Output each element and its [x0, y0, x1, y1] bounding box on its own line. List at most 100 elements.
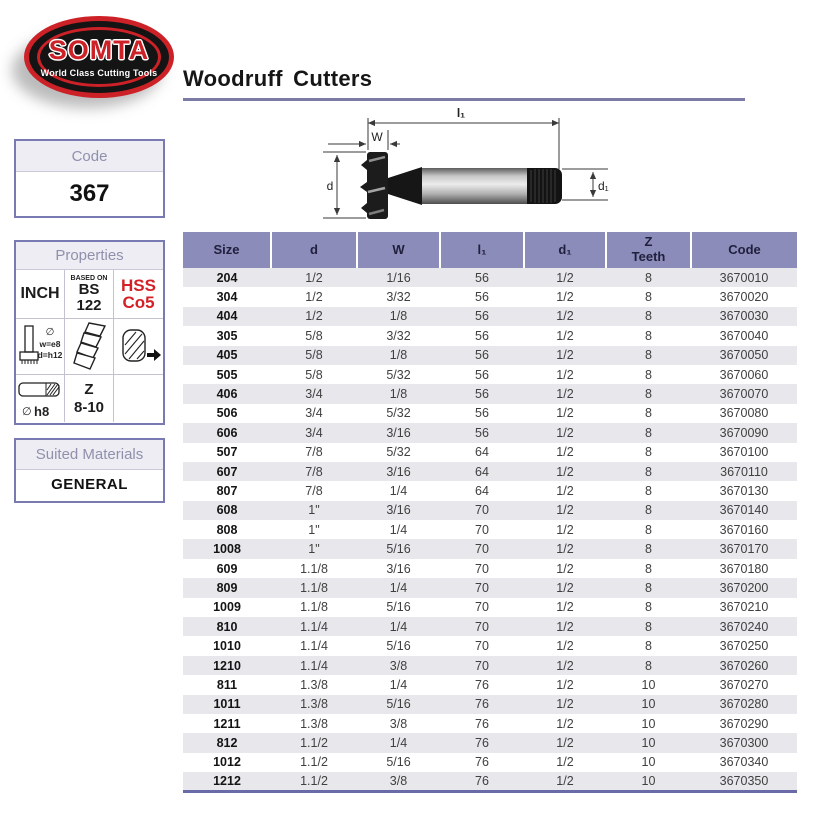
cell-l1: 70: [475, 600, 489, 615]
cell-l1: 56: [475, 290, 489, 305]
cell-d: 1.1/4: [271, 655, 357, 676]
cell-d1: 1/2: [556, 483, 574, 498]
property-empty-cell: [114, 375, 163, 422]
cell-d1: 1/2: [524, 694, 606, 714]
cell-z-teeth: 10: [641, 716, 656, 731]
properties-box: Properties INCH BASED ON BS 122 HSS Co5: [14, 240, 165, 425]
cell-size: 507: [216, 445, 238, 460]
cutter-shank: [422, 168, 527, 204]
thread-lines: [530, 169, 556, 203]
cell-size: 811: [216, 677, 238, 692]
table-row: 608 1" 3/16 70 1/2 8 3670140: [183, 500, 797, 521]
table-row: 609 1.1/8 3/16 70 1/2 8 3670180: [183, 559, 797, 578]
cell-w: 5/16: [386, 600, 411, 615]
cell-l1: 56: [440, 306, 524, 327]
spec-table: Size d W l₁ d₁ Z Teeth Code 204 1/2 1/16…: [183, 232, 797, 794]
properties-grid: INCH BASED ON BS 122 HSS Co5 ∅ w=e8 d: [16, 270, 163, 422]
cell-l1: 56: [440, 345, 524, 365]
cell-d1: 1/2: [524, 655, 606, 676]
cell-d1: 1/2: [524, 772, 606, 792]
cell-w: 1/4: [389, 483, 408, 498]
cell-size: 809: [183, 578, 271, 598]
property-unit: INCH: [16, 270, 65, 319]
cell-l1: 76: [440, 772, 524, 792]
brand-name: SOMTA: [48, 35, 150, 65]
cell-l1: 64: [475, 445, 489, 460]
cutter-head: [367, 152, 388, 219]
tooth-highlight: [368, 208, 385, 216]
cell-w: 5/16: [357, 539, 440, 559]
cell-w: 3/16: [357, 461, 440, 482]
table-row: 1210 1.1/4 3/8 70 1/2 8 3670260: [183, 655, 797, 676]
table-row: 406 3/4 1/8 56 1/2 8 3670070: [183, 384, 797, 404]
cell-d: 7/8: [271, 461, 357, 482]
cell-d1: 1/2: [524, 345, 606, 365]
cell-l1: 76: [475, 716, 489, 731]
cell-z-teeth: 8: [606, 461, 691, 482]
cell-l1: 56: [475, 406, 489, 421]
cell-size: 1211: [213, 716, 241, 731]
table-row: 606 3/4 3/16 56 1/2 8 3670090: [183, 423, 797, 443]
spec-table-wrap: Size d W l₁ d₁ Z Teeth Code 204 1/2 1/16…: [183, 232, 797, 794]
cell-code: 3670160: [719, 522, 769, 537]
property-standard: BASED ON BS 122: [65, 270, 114, 319]
cell-d: 1.1/8: [271, 578, 357, 598]
cell-size: 405: [183, 345, 271, 365]
cutter-tooth: [361, 203, 367, 213]
cell-w: 1/8: [357, 306, 440, 327]
col-header-code: Code: [690, 232, 797, 268]
cell-size: 1210: [183, 655, 271, 676]
cell-size: 1011: [183, 694, 271, 714]
cell-d1: 1/2: [524, 578, 606, 598]
cell-d: 3/4: [271, 423, 357, 443]
cell-code: 3670200: [691, 578, 797, 598]
cell-l1: 70: [440, 539, 524, 559]
cell-code: 3670050: [691, 345, 797, 365]
cell-code: 3670250: [719, 639, 769, 654]
suited-materials-value: GENERAL: [51, 476, 128, 493]
suited-materials-box: Suited Materials GENERAL: [14, 438, 165, 503]
spec-table-body: 204 1/2 1/16 56 1/2 8 3670010 304 1/2 3/…: [183, 268, 797, 792]
page-title: Woodruff Cutters: [183, 66, 373, 91]
cell-size: 606: [183, 423, 271, 443]
cell-z-teeth: 8: [606, 500, 691, 521]
cell-d: 7/8: [305, 483, 323, 498]
cell-code: 3670060: [719, 367, 769, 382]
cell-l1: 56: [440, 268, 524, 288]
cell-d1: 1/2: [524, 384, 606, 404]
suited-materials-header: Suited Materials: [16, 440, 163, 470]
somta-logo: SOMTA World Class Cutting Tools: [12, 16, 174, 108]
cell-size: 505: [216, 367, 238, 382]
cell-l1: 56: [475, 367, 489, 382]
cell-size: 609: [216, 561, 238, 576]
table-row: 404 1/2 1/8 56 1/2 8 3670030: [183, 306, 797, 327]
cell-l1: 56: [475, 328, 489, 343]
cell-l1: 76: [475, 677, 489, 692]
col-header-z-teeth: Z Teeth: [605, 232, 691, 268]
cell-l1: 56: [440, 423, 524, 443]
cell-d: 1/2: [305, 290, 323, 305]
cell-size: 808: [216, 522, 238, 537]
cell-code: 3670130: [719, 483, 769, 498]
cell-d: 1.1/4: [271, 617, 357, 637]
property-shank: ∅ h8: [16, 375, 65, 422]
cell-d1: 1/2: [556, 755, 574, 770]
cell-l1: 70: [475, 639, 489, 654]
properties-box-header: Properties: [16, 242, 163, 270]
cutter-tooth: [361, 160, 367, 170]
cell-z-teeth: 8: [645, 367, 652, 382]
cell-d1: 1/2: [524, 461, 606, 482]
table-row: 506 3/4 5/32 56 1/2 8 3670080: [183, 404, 797, 423]
cell-w: 5/32: [386, 367, 411, 382]
cell-z-teeth: 10: [606, 772, 691, 792]
cell-size: 1009: [213, 600, 241, 615]
cell-d: 1.1/2: [271, 733, 357, 753]
cell-size: 304: [216, 290, 238, 305]
cell-d1: 1/2: [524, 306, 606, 327]
spec-table-head: Size d W l₁ d₁ Z Teeth Code: [183, 232, 797, 268]
dim-label-d: d: [327, 179, 334, 193]
cell-d1: 1/2: [524, 617, 606, 637]
code-box: Code 367: [14, 139, 165, 218]
cell-l1: 70: [440, 500, 524, 521]
cell-w: 1/16: [357, 268, 440, 288]
